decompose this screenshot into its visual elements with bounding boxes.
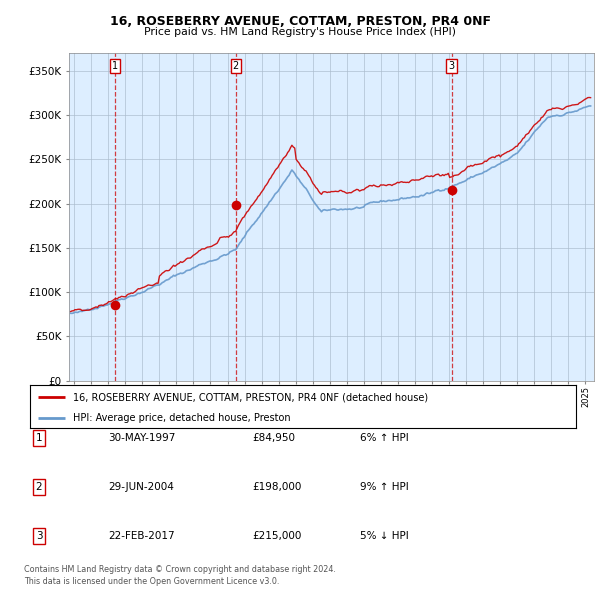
Text: 2: 2 xyxy=(233,61,239,71)
Text: 3: 3 xyxy=(35,531,43,540)
Text: 5% ↓ HPI: 5% ↓ HPI xyxy=(360,531,409,540)
Text: Price paid vs. HM Land Registry's House Price Index (HPI): Price paid vs. HM Land Registry's House … xyxy=(144,27,456,37)
Text: 3: 3 xyxy=(449,61,455,71)
Text: £215,000: £215,000 xyxy=(252,531,301,540)
Text: 16, ROSEBERRY AVENUE, COTTAM, PRESTON, PR4 0NF (detached house): 16, ROSEBERRY AVENUE, COTTAM, PRESTON, P… xyxy=(73,392,428,402)
Text: HPI: Average price, detached house, Preston: HPI: Average price, detached house, Pres… xyxy=(73,412,290,422)
Text: £198,000: £198,000 xyxy=(252,482,301,491)
Text: 1: 1 xyxy=(112,61,118,71)
Text: This data is licensed under the Open Government Licence v3.0.: This data is licensed under the Open Gov… xyxy=(24,577,280,586)
Text: 6% ↑ HPI: 6% ↑ HPI xyxy=(360,433,409,442)
Text: £84,950: £84,950 xyxy=(252,433,295,442)
Text: 9% ↑ HPI: 9% ↑ HPI xyxy=(360,482,409,491)
Text: 16, ROSEBERRY AVENUE, COTTAM, PRESTON, PR4 0NF: 16, ROSEBERRY AVENUE, COTTAM, PRESTON, P… xyxy=(110,15,491,28)
Text: Contains HM Land Registry data © Crown copyright and database right 2024.: Contains HM Land Registry data © Crown c… xyxy=(24,565,336,574)
Text: 1: 1 xyxy=(35,433,43,442)
Text: 30-MAY-1997: 30-MAY-1997 xyxy=(108,433,175,442)
Text: 22-FEB-2017: 22-FEB-2017 xyxy=(108,531,175,540)
Text: 29-JUN-2004: 29-JUN-2004 xyxy=(108,482,174,491)
Text: 2: 2 xyxy=(35,482,43,491)
